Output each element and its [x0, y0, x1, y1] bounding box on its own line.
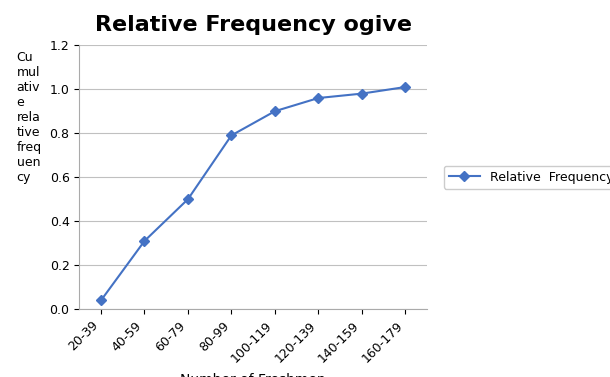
Relative  Frequency ogive — [358, 91, 365, 96]
Legend: Relative  Frequency ogive: Relative Frequency ogive — [443, 166, 610, 189]
Relative  Frequency ogive — [401, 85, 409, 89]
Relative  Frequency ogive — [271, 109, 279, 113]
X-axis label: Number of Freshmen: Number of Freshmen — [181, 373, 326, 377]
Relative  Frequency ogive — [98, 298, 105, 303]
Relative  Frequency ogive — [184, 197, 192, 201]
Relative  Frequency ogive — [141, 239, 148, 243]
Text: Cu
mul
ativ
e
rela
tive
freq
uen
cy: Cu mul ativ e rela tive freq uen cy — [16, 51, 42, 184]
Relative  Frequency ogive — [228, 133, 235, 138]
Line: Relative  Frequency ogive: Relative Frequency ogive — [98, 84, 409, 304]
Title: Relative Frequency ogive: Relative Frequency ogive — [95, 15, 412, 35]
Relative  Frequency ogive — [315, 96, 322, 100]
